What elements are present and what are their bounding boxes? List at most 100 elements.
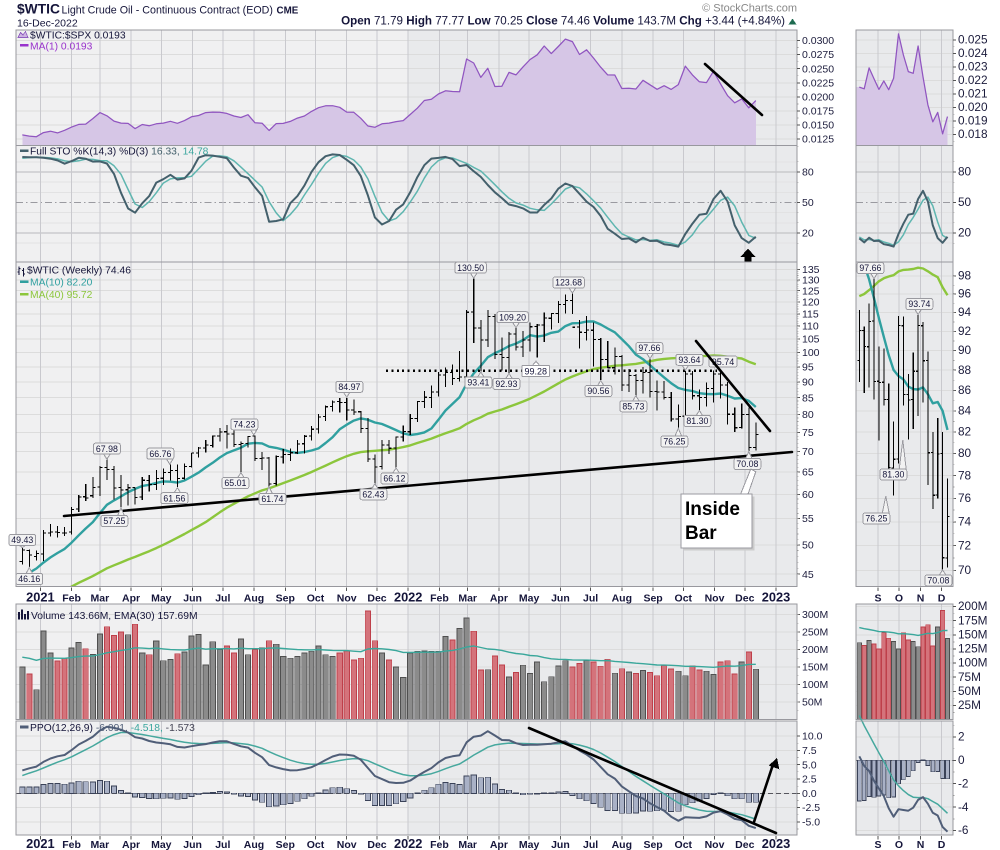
svg-text:70.08: 70.08 — [736, 459, 758, 469]
svg-text:0.023: 0.023 — [958, 60, 988, 74]
svg-text:N: N — [917, 839, 925, 850]
svg-text:Feb: Feb — [430, 839, 449, 850]
svg-text:0.0150: 0.0150 — [802, 120, 834, 132]
svg-text:Feb: Feb — [62, 593, 81, 605]
svg-text:Mar: Mar — [91, 593, 110, 605]
svg-text:80: 80 — [802, 409, 814, 421]
svg-text:2: 2 — [958, 730, 965, 744]
svg-text:110: 110 — [802, 321, 819, 333]
svg-text:May: May — [519, 593, 540, 605]
svg-text:Aug: Aug — [244, 593, 264, 605]
svg-text:25M: 25M — [958, 698, 981, 712]
svg-text:80: 80 — [958, 165, 972, 179]
svg-text:50M: 50M — [958, 684, 981, 698]
svg-text:85.73: 85.73 — [622, 401, 644, 411]
svg-text:S: S — [874, 839, 881, 850]
svg-text:57.25: 57.25 — [103, 516, 125, 526]
svg-text:61.56: 61.56 — [163, 493, 185, 503]
svg-text:97.66: 97.66 — [638, 343, 660, 353]
svg-text:200M: 200M — [802, 644, 828, 656]
svg-text:Nov: Nov — [705, 593, 725, 605]
svg-text:Jun: Jun — [183, 593, 202, 605]
svg-text:May: May — [151, 593, 172, 605]
svg-text:$WTIC (Weekly) 74.46: $WTIC (Weekly) 74.46 — [27, 265, 131, 276]
svg-text:85: 85 — [802, 392, 814, 404]
svg-text:Jul: Jul — [583, 839, 598, 850]
svg-text:84.97: 84.97 — [338, 382, 360, 392]
svg-text:74: 74 — [958, 514, 972, 528]
svg-text:125: 125 — [802, 285, 820, 297]
svg-text:-6: -6 — [958, 823, 969, 837]
svg-text:65.01: 65.01 — [224, 478, 246, 488]
svg-text:45: 45 — [802, 569, 814, 581]
svg-text:0.0175: 0.0175 — [802, 106, 834, 118]
svg-text:Light Crude Oil - Continuous C: Light Crude Oil - Continuous Contract (E… — [62, 5, 273, 17]
svg-text:Oct: Oct — [307, 839, 325, 850]
svg-text:66.76: 66.76 — [149, 449, 171, 459]
svg-text:7.5: 7.5 — [802, 745, 817, 757]
svg-text:CME: CME — [277, 6, 299, 17]
svg-text:MA(1) 0.0193: MA(1) 0.0193 — [30, 41, 93, 52]
svg-text:80: 80 — [958, 446, 972, 460]
svg-text:0.022: 0.022 — [958, 73, 988, 87]
svg-text:MA(10) 82.20: MA(10) 82.20 — [30, 278, 93, 289]
svg-text:0.024: 0.024 — [958, 46, 988, 60]
svg-text:72: 72 — [958, 538, 971, 552]
svg-text:Feb: Feb — [62, 839, 81, 850]
svg-text:$WTIC:$SPX 0.0193: $WTIC:$SPX 0.0193 — [30, 31, 126, 42]
svg-text:81.30: 81.30 — [882, 470, 904, 480]
svg-text:S: S — [874, 593, 881, 605]
svg-text:92: 92 — [958, 324, 971, 338]
svg-text:Jul: Jul — [583, 593, 598, 605]
svg-text:97.66: 97.66 — [859, 263, 881, 273]
svg-text:-2: -2 — [958, 776, 969, 790]
svg-text:20: 20 — [802, 228, 814, 240]
svg-text:95.74: 95.74 — [712, 357, 735, 367]
svg-text:62.43: 62.43 — [362, 489, 384, 499]
svg-text:-4: -4 — [958, 800, 969, 814]
svg-text:Sep: Sep — [643, 593, 662, 605]
svg-text:95: 95 — [802, 361, 814, 373]
svg-text:Full STO %K(14,3) %D(3) 16.33,: Full STO %K(14,3) %D(3) 16.33, 14.78 — [30, 147, 209, 158]
svg-text:70: 70 — [958, 563, 972, 577]
svg-text:Dec: Dec — [367, 839, 386, 850]
svg-text:Feb: Feb — [430, 593, 449, 605]
svg-text:Sep: Sep — [643, 839, 662, 850]
svg-text:78: 78 — [958, 468, 972, 482]
svg-text:75M: 75M — [958, 670, 981, 684]
svg-text:200M: 200M — [958, 599, 988, 613]
svg-text:96: 96 — [958, 287, 972, 301]
svg-text:Sep: Sep — [276, 593, 295, 605]
svg-text:$WTIC: $WTIC — [17, 2, 60, 17]
svg-text:100: 100 — [802, 347, 820, 359]
svg-text:Mar: Mar — [458, 593, 477, 605]
svg-text:50: 50 — [958, 195, 972, 209]
svg-text:Volume 143.66M, EMA(30) 157.69: Volume 143.66M, EMA(30) 157.69M — [31, 611, 198, 622]
svg-text:10.0: 10.0 — [802, 731, 823, 743]
svg-text:135: 135 — [802, 264, 820, 276]
svg-text:0.025: 0.025 — [958, 33, 988, 47]
svg-text:150M: 150M — [802, 662, 828, 674]
svg-text:300M: 300M — [802, 609, 828, 621]
svg-text:150M: 150M — [958, 627, 988, 641]
svg-text:0.0125: 0.0125 — [802, 134, 834, 146]
svg-text:66.12: 66.12 — [383, 474, 405, 484]
svg-text:-5.0: -5.0 — [802, 817, 820, 829]
svg-text:90: 90 — [958, 343, 972, 357]
svg-text:20: 20 — [958, 226, 972, 240]
svg-text:90.56: 90.56 — [587, 386, 609, 396]
svg-text:Bar: Bar — [685, 523, 717, 544]
svg-text:50M: 50M — [802, 697, 822, 709]
svg-text:120: 120 — [802, 297, 820, 309]
svg-text:2022: 2022 — [394, 590, 422, 605]
svg-text:130: 130 — [802, 274, 820, 286]
svg-text:Aug: Aug — [612, 593, 632, 605]
svg-text:May: May — [151, 839, 172, 850]
svg-text:2022: 2022 — [394, 836, 422, 850]
svg-text:2023: 2023 — [762, 590, 790, 605]
svg-text:0: 0 — [958, 753, 965, 767]
svg-text:D: D — [938, 839, 946, 850]
svg-text:76: 76 — [958, 491, 972, 505]
svg-text:50: 50 — [802, 197, 814, 209]
svg-text:Jun: Jun — [551, 593, 570, 605]
